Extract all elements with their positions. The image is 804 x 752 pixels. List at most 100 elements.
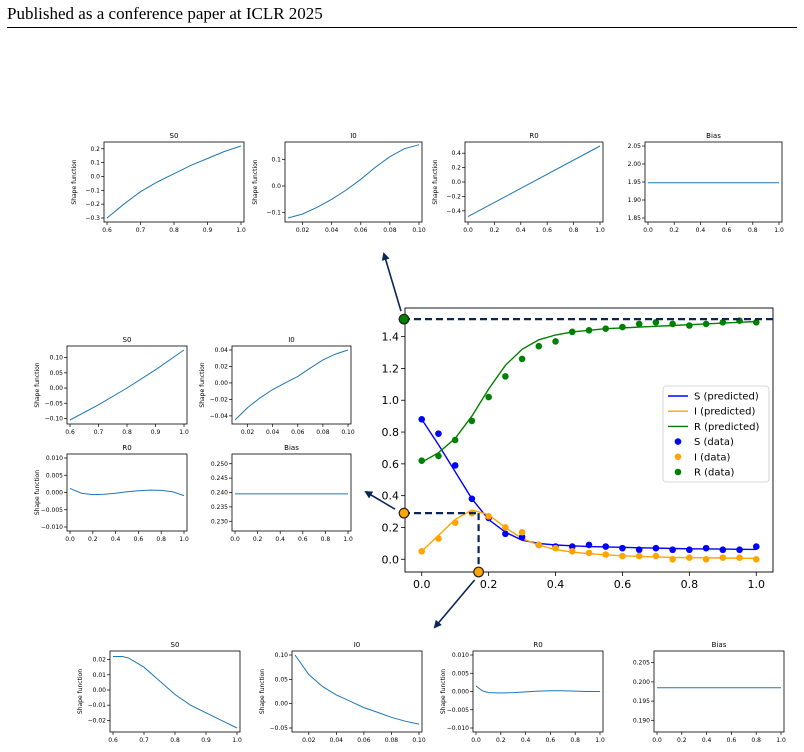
y-tick-label: 0.235 bbox=[211, 504, 228, 511]
x-tick-label: 0.10 bbox=[412, 737, 426, 744]
subplot-bias: Bias 0.0 0.2 0.4 0.6 0.8 1.0 0.250 0.245 0.240 0.2… bbox=[211, 444, 353, 543]
x-tick-label: 1.0 bbox=[595, 227, 605, 234]
y-tick-label: 2.05 bbox=[628, 143, 642, 150]
subplot-title: I0 bbox=[354, 641, 361, 649]
subplot-frame bbox=[66, 453, 188, 532]
subplot-title: R0 bbox=[533, 641, 542, 649]
data-point bbox=[635, 546, 643, 554]
subplot-ylabel: Shape function bbox=[71, 159, 78, 204]
subplot-title: S0 bbox=[170, 132, 179, 140]
x-tick-label: 0.6 bbox=[298, 536, 308, 543]
x-tick-label: 0.10 bbox=[412, 227, 426, 234]
data-point bbox=[669, 555, 676, 563]
y-tick-label: 0.0 bbox=[90, 173, 100, 180]
main-y-tick-label: 0.2 bbox=[382, 521, 400, 534]
data-point bbox=[485, 513, 492, 520]
data-point bbox=[568, 548, 576, 555]
data-point bbox=[451, 462, 459, 469]
y-tick-label: 1.95 bbox=[628, 179, 642, 186]
subplot-frame bbox=[284, 141, 423, 223]
y-tick-label: −0.02 bbox=[210, 396, 229, 403]
y-tick-label: 0.010 bbox=[452, 652, 469, 659]
data-point bbox=[619, 544, 626, 552]
subplot-frame bbox=[464, 141, 604, 223]
y-tick-label: 0.02 bbox=[215, 363, 229, 370]
x-tick-label: 0.02 bbox=[296, 227, 310, 234]
subplot-title: Bias bbox=[706, 132, 721, 140]
x-tick-label: 0.8 bbox=[169, 227, 179, 234]
x-tick-label: 0.8 bbox=[170, 737, 180, 744]
data-point bbox=[552, 544, 559, 552]
y-tick-label: 0.2 bbox=[451, 165, 461, 172]
data-point bbox=[602, 543, 610, 550]
subplot-ylabel: Shape function bbox=[252, 159, 259, 204]
shape-function-line bbox=[475, 685, 600, 694]
subplot-frame bbox=[231, 453, 352, 532]
subplot-ylabel: Shape function bbox=[34, 470, 41, 515]
x-tick-label: 0.2 bbox=[669, 227, 679, 234]
x-tick-label: 0.2 bbox=[253, 536, 263, 543]
data-point bbox=[435, 452, 442, 460]
x-tick-label: 0.02 bbox=[302, 737, 316, 744]
data-point bbox=[619, 552, 626, 560]
x-tick-label: 0.7 bbox=[136, 227, 146, 234]
subplot-title: I0 bbox=[350, 132, 357, 140]
x-tick-label: 1.0 bbox=[776, 737, 786, 744]
x-tick-label: 0.6 bbox=[102, 227, 112, 234]
data-point bbox=[719, 319, 727, 326]
shape-function-line bbox=[467, 145, 601, 218]
y-tick-label: 0.205 bbox=[633, 660, 650, 667]
legend-entry: I (predicted) bbox=[694, 407, 755, 418]
y-tick-label: 0.4 bbox=[451, 150, 461, 157]
y-tick-label: 0.10 bbox=[50, 355, 64, 362]
legend-entry: S (predicted) bbox=[694, 392, 759, 403]
x-tick-label: 1.0 bbox=[179, 536, 189, 543]
subplot-r0: R0 Shape function 0.0 0.2 0.4 0.6 0.8 1.0 0.4 0.2… bbox=[432, 132, 605, 234]
shape-function-line bbox=[294, 654, 420, 725]
y-tick-label: 0.1 bbox=[90, 160, 100, 167]
x-tick-label: 0.0 bbox=[652, 737, 662, 744]
subplot-ylabel: Shape function bbox=[432, 159, 439, 204]
y-tick-label: −0.01 bbox=[88, 702, 107, 709]
subplot-bias: Bias 0.0 0.2 0.4 0.6 0.8 1.0 2.05 2.00 1.95 1.90 1.… bbox=[628, 132, 784, 234]
subplot-r0: R0 Shape function 0.0 0.2 0.4 0.6 0.8 1.0 0.010 0… bbox=[34, 444, 189, 543]
x-tick-label: 0.04 bbox=[325, 227, 339, 234]
x-tick-label: 0.08 bbox=[385, 737, 399, 744]
data-point bbox=[568, 328, 576, 336]
arrow-to-top-row bbox=[381, 252, 402, 312]
subplot-title: Bias bbox=[284, 444, 299, 452]
x-tick-label: 0.4 bbox=[516, 227, 526, 234]
y-tick-label: −0.005 bbox=[447, 707, 469, 714]
subplot-frame bbox=[231, 345, 352, 425]
data-point bbox=[468, 495, 476, 503]
main-y-tick-label: 1.0 bbox=[382, 394, 400, 407]
data-point bbox=[652, 319, 660, 326]
x-tick-label: 1.0 bbox=[774, 227, 784, 234]
x-tick-label: 0.04 bbox=[330, 737, 344, 744]
y-tick-label: −0.010 bbox=[447, 725, 469, 732]
subplot-title: S0 bbox=[171, 641, 180, 649]
y-tick-label: 0.000 bbox=[452, 689, 469, 696]
main-y-tick-label: 0.4 bbox=[382, 490, 400, 503]
y-tick-label: −0.4 bbox=[446, 208, 461, 215]
subplot-title: Bias bbox=[712, 641, 727, 649]
y-tick-label: 0.200 bbox=[633, 679, 650, 686]
data-point bbox=[752, 555, 760, 563]
x-tick-label: 0.06 bbox=[357, 737, 371, 744]
subplot-i0: I0 Shape function 0.02 0.04 0.06 0.08 0.10 0.04… bbox=[199, 336, 355, 436]
data-point bbox=[702, 320, 710, 328]
x-tick-label: 0.8 bbox=[751, 737, 761, 744]
y-tick-label: 0.01 bbox=[93, 672, 107, 679]
y-tick-label: −0.04 bbox=[210, 413, 229, 420]
x-tick-label: 0.4 bbox=[696, 227, 706, 234]
marker-i-peak-x bbox=[473, 566, 485, 578]
data-point bbox=[502, 530, 509, 538]
subplot-title: I0 bbox=[288, 336, 295, 344]
y-tick-label: 0.010 bbox=[46, 455, 63, 462]
y-tick-label: −0.1 bbox=[85, 187, 100, 194]
y-tick-label: 0.240 bbox=[211, 490, 228, 497]
y-tick-label: −0.010 bbox=[41, 524, 63, 531]
x-tick-label: 0.8 bbox=[122, 429, 132, 436]
